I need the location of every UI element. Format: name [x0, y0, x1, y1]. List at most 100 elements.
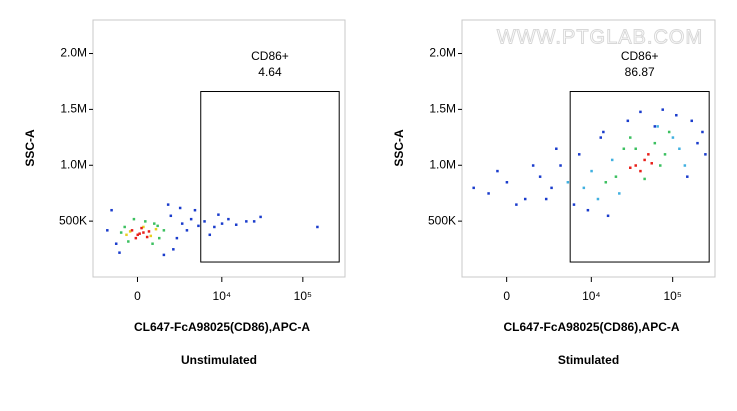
event-dot: [629, 136, 632, 139]
y-tick-label: 2.0M: [429, 46, 456, 60]
event-dot: [220, 222, 224, 225]
gate: [200, 91, 340, 263]
y-tick-label: 1.0M: [60, 157, 87, 171]
event-dot: [643, 177, 646, 181]
y-tick-label: 1.5M: [60, 102, 87, 116]
event-dot: [172, 248, 175, 251]
event-dot: [178, 206, 182, 210]
event-dot: [572, 203, 576, 206]
event-dot: [544, 197, 548, 201]
event-dot: [690, 119, 693, 123]
event-dot: [614, 175, 618, 178]
event-dot: [119, 231, 123, 234]
event-dot: [154, 227, 158, 231]
event-dot: [610, 158, 614, 162]
event-dot: [234, 223, 238, 226]
event-dot: [667, 130, 671, 134]
event-dot: [653, 125, 657, 128]
event-dot: [252, 220, 256, 223]
gate-value: 4.64: [258, 65, 282, 79]
x-tick-label: 0: [503, 289, 510, 303]
event-dot: [128, 230, 132, 233]
y-axis-label: SSC-A: [392, 129, 406, 167]
event-dot: [550, 186, 553, 190]
event-dot: [582, 186, 586, 190]
event-dot: [134, 236, 138, 240]
event-dot: [656, 125, 659, 128]
event-dot: [203, 220, 206, 223]
event-dot: [566, 181, 570, 184]
x-axis-label: CL647-FcA98025(CD86),APC-A: [503, 320, 679, 334]
event-dot: [208, 233, 212, 237]
event-dot: [193, 208, 197, 212]
event-dot: [153, 222, 156, 225]
event-dot: [151, 242, 154, 245]
x-tick-label: 10⁴: [213, 289, 232, 303]
event-dot: [606, 214, 610, 218]
event-dot: [626, 119, 630, 123]
event-dot: [162, 253, 166, 257]
event-dot: [515, 203, 518, 206]
gate-value: 86.87: [625, 65, 655, 79]
event-dot: [217, 213, 220, 216]
x-axis-label: CL647-FcA98025(CD86),APC-A: [134, 320, 310, 334]
watermark: WWW.PTGLAB.COM: [497, 26, 703, 48]
event-dot: [599, 136, 603, 139]
gate-name: CD86+: [621, 49, 659, 63]
event-dot: [169, 214, 173, 218]
event-dot: [634, 164, 637, 167]
event-dot: [140, 226, 143, 230]
event-dot: [227, 217, 230, 221]
event-dot: [559, 164, 562, 167]
event-dot: [629, 166, 632, 169]
event-dot: [618, 192, 621, 195]
event-dot: [678, 147, 681, 150]
event-dot: [602, 130, 605, 134]
event-dot: [142, 225, 145, 229]
event-dot: [213, 225, 216, 229]
event-dot: [110, 208, 113, 212]
y-tick-label: 2.0M: [60, 46, 87, 60]
event-dot: [586, 208, 590, 212]
event-dot: [538, 175, 542, 178]
event-dot: [166, 203, 170, 206]
y-tick-label: 1.5M: [429, 102, 456, 116]
event-dot: [696, 141, 699, 145]
event-dot: [149, 234, 153, 238]
event-dot: [147, 230, 151, 233]
event-dot: [316, 225, 319, 229]
event-dot: [487, 192, 490, 195]
x-tick-label: 10⁵: [664, 289, 682, 303]
event-dot: [132, 217, 136, 221]
event-dot: [162, 229, 166, 232]
gate-name: CD86+: [251, 49, 289, 63]
event-dot: [156, 224, 159, 228]
event-dot: [661, 108, 664, 111]
event-dot: [659, 164, 662, 167]
event-dot: [197, 224, 200, 228]
event-dot: [114, 242, 118, 245]
event-dot: [686, 175, 689, 178]
event-dot: [590, 169, 593, 173]
event-dot: [647, 153, 650, 156]
event-dot: [496, 169, 499, 173]
event-dot: [138, 232, 141, 235]
event-dot: [180, 222, 184, 225]
y-tick-label: 500K: [59, 213, 87, 227]
y-tick-label: 1.0M: [429, 157, 456, 171]
event-dot: [259, 215, 262, 219]
event-dot: [704, 153, 707, 156]
event-dot: [472, 186, 475, 190]
event-dot: [701, 130, 704, 134]
event-dot: [175, 236, 179, 240]
event-dot: [577, 153, 581, 156]
event-dot: [106, 229, 109, 232]
event-dot: [643, 158, 646, 162]
event-dot: [650, 162, 653, 165]
gate: [569, 91, 710, 263]
event-dot: [142, 231, 145, 234]
event-dot: [671, 136, 675, 139]
event-dot: [185, 229, 189, 232]
x-tick-label: 10⁵: [294, 289, 312, 303]
